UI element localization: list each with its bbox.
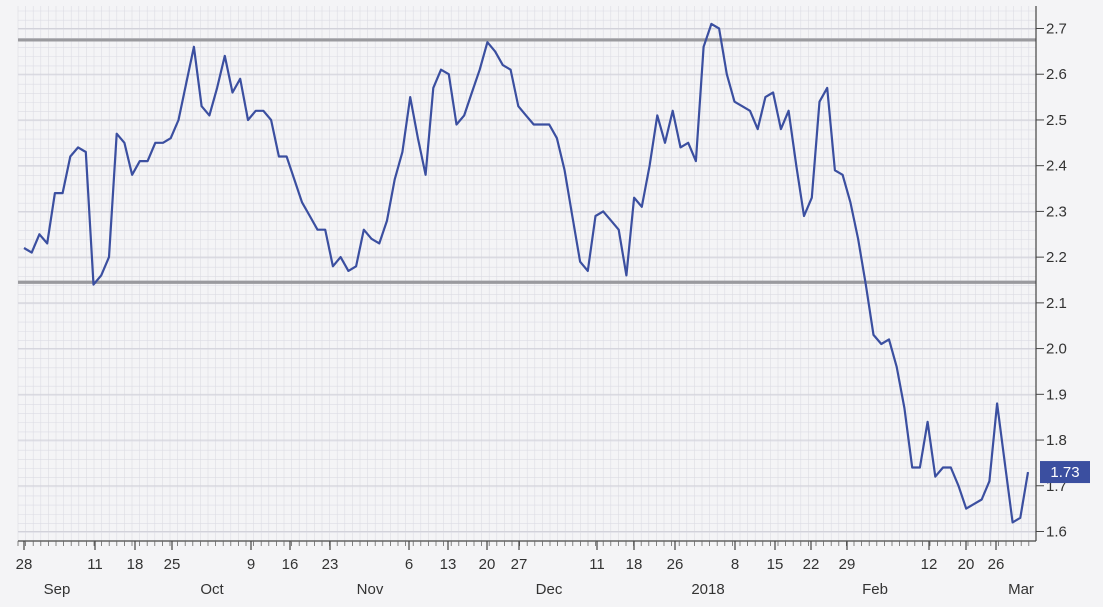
y-tick-label: 2.2: [1046, 249, 1067, 266]
x-tick-label: 16: [282, 556, 299, 573]
x-tick-label: 28: [16, 556, 33, 573]
axes: 1.61.71.81.92.02.12.22.32.42.52.62.728 11…: [16, 6, 1067, 598]
x-tick-label: 11: [589, 556, 605, 573]
x-month-label: Dec: [536, 581, 563, 598]
series-line: [23, 22, 1030, 524]
x-tick-label: 12: [921, 556, 938, 573]
x-tick-label: 6: [405, 556, 413, 573]
y-tick-label: 2.4: [1046, 158, 1067, 175]
y-tick-label: 2.3: [1046, 203, 1067, 220]
x-month-label: Mar: [1008, 581, 1034, 598]
x-tick-label: 18: [127, 556, 144, 573]
x-tick-label: 11: [87, 556, 103, 573]
x-month-label: Nov: [357, 581, 384, 598]
y-tick-label: 1.9: [1046, 386, 1067, 403]
x-tick-label: 23: [322, 556, 339, 573]
x-tick-label: 20: [479, 556, 496, 573]
x-tick-label: 25: [164, 556, 181, 573]
x-tick-label: 9: [247, 556, 255, 573]
x-tick-label: 27: [511, 556, 528, 573]
x-month-label: Feb: [862, 581, 888, 598]
x-tick-label: 26: [667, 556, 684, 573]
x-tick-label: 13: [440, 556, 457, 573]
y-tick-label: 2.1: [1046, 295, 1067, 312]
x-tick-label: 18: [626, 556, 643, 573]
last-value-badge: 1.73: [1040, 461, 1090, 484]
x-tick-label: 22: [803, 556, 820, 573]
series-layer: [23, 22, 1030, 524]
last-value-label: 1.73: [1050, 464, 1079, 481]
x-month-label: Oct: [200, 581, 224, 598]
x-tick-label: 29: [839, 556, 856, 573]
y-tick-label: 2.5: [1046, 112, 1067, 129]
y-tick-label: 2.7: [1046, 21, 1067, 38]
gridlines: [17, 6, 1036, 541]
x-tick-label: 15: [767, 556, 784, 573]
x-month-label: Sep: [44, 581, 71, 598]
y-tick-label: 1.8: [1046, 432, 1067, 449]
y-tick-label: 2.6: [1046, 66, 1067, 83]
x-tick-label: 20: [958, 556, 975, 573]
x-tick-label: 8: [731, 556, 739, 573]
y-tick-label: 2.0: [1046, 341, 1067, 358]
y-tick-label: 1.6: [1046, 524, 1067, 541]
last-value-badge-box: [1040, 461, 1090, 484]
x-tick-label: 26: [988, 556, 1005, 573]
x-month-label: 2018: [691, 581, 724, 598]
